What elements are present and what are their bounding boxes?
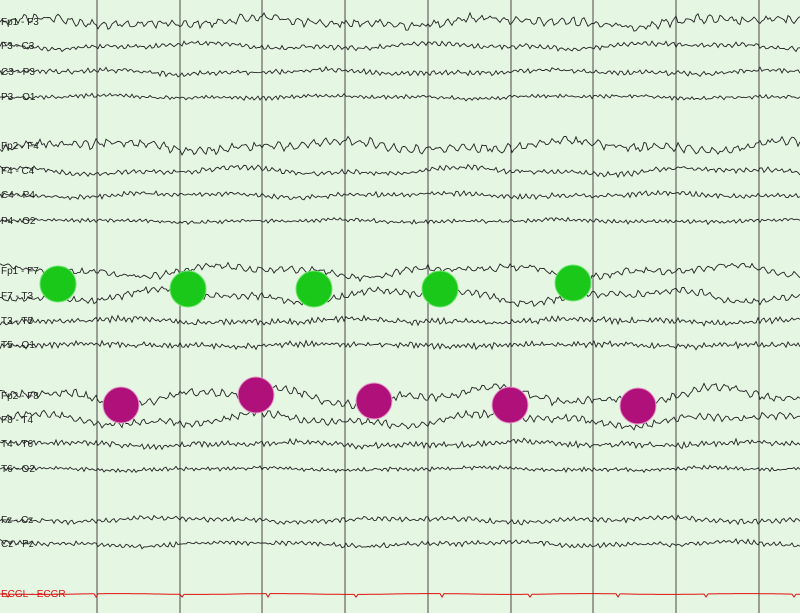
channel-label-c3-p3: C3 - P3 <box>1 67 35 78</box>
channel-label-t3-t5: T3 - T5 <box>1 316 33 327</box>
channel-label-fp2-f4: Fp2 - F4 <box>1 141 39 152</box>
channel-label-f8-t4: F8 - T4 <box>1 415 33 426</box>
eeg-trace-2 <box>0 40 800 53</box>
left-temporal-marker-1 <box>39 265 77 303</box>
right-temporal-marker-2 <box>237 376 275 414</box>
channel-label-t5-o1: T5 - O1 <box>1 340 35 351</box>
left-temporal-marker-4 <box>421 270 459 308</box>
eeg-trace-9 <box>0 261 800 283</box>
eeg-trace-17 <box>0 514 800 526</box>
channel-label-fp1-f7: Fp1 - F7 <box>1 266 39 277</box>
eeg-traces <box>0 11 800 598</box>
eeg-trace-16 <box>0 464 800 474</box>
eeg-trace-10 <box>0 285 800 308</box>
eeg-trace-5 <box>0 135 800 157</box>
eeg-trace-12 <box>0 339 800 351</box>
channel-label-fp2-f8: Fp2 - F8 <box>1 391 39 402</box>
channel-label-p3-o1: P3 - O1 <box>1 92 36 103</box>
right-temporal-marker-5 <box>619 387 657 425</box>
eeg-trace-6 <box>0 163 800 179</box>
right-temporal-marker-3 <box>355 382 393 420</box>
right-temporal-marker-1 <box>102 386 140 424</box>
time-grid <box>96 0 760 613</box>
eeg-trace-8 <box>0 216 800 226</box>
channel-label-ecg: ECGL - ECGR <box>1 589 66 600</box>
annotation-markers <box>39 264 657 425</box>
eeg-trace-7 <box>0 189 800 201</box>
channel-label-t6-o2: T6 - O2 <box>1 464 35 475</box>
right-temporal-marker-4 <box>491 386 529 424</box>
eeg-trace-14 <box>0 409 800 431</box>
channel-label-f7-t3: F7 - T3 <box>1 291 33 302</box>
eeg-trace-1 <box>0 11 800 32</box>
eeg-trace-11 <box>0 314 800 327</box>
ecg-trace <box>0 593 800 598</box>
channel-label-f4-c4: F4 - C4 <box>1 166 35 177</box>
channel-labels: Fp1 - F3 F3 - C3 C3 - P3 P3 - O1 Fp2 - F… <box>1 17 66 600</box>
left-temporal-marker-2 <box>169 270 207 308</box>
channel-label-cz-pz: Cz - Pz <box>1 539 34 550</box>
eeg-trace-18 <box>0 537 800 550</box>
channel-label-c4-p4: C4 - P4 <box>1 190 35 201</box>
eeg-trace-15 <box>0 437 800 451</box>
channel-label-fp1-f3: Fp1 - F3 <box>1 17 39 28</box>
channel-label-t4-t6: T4 - T6 <box>1 439 33 450</box>
eeg-trace-4 <box>0 92 800 102</box>
channel-label-f3-c3: F3 - C3 <box>1 41 35 52</box>
left-temporal-marker-5 <box>554 264 592 302</box>
eeg-trace-3 <box>0 65 800 78</box>
channel-label-p4-o2: P4 - O2 <box>1 216 36 227</box>
left-temporal-marker-3 <box>295 270 333 308</box>
channel-label-fz-cz: Fz - Cz <box>1 515 33 526</box>
